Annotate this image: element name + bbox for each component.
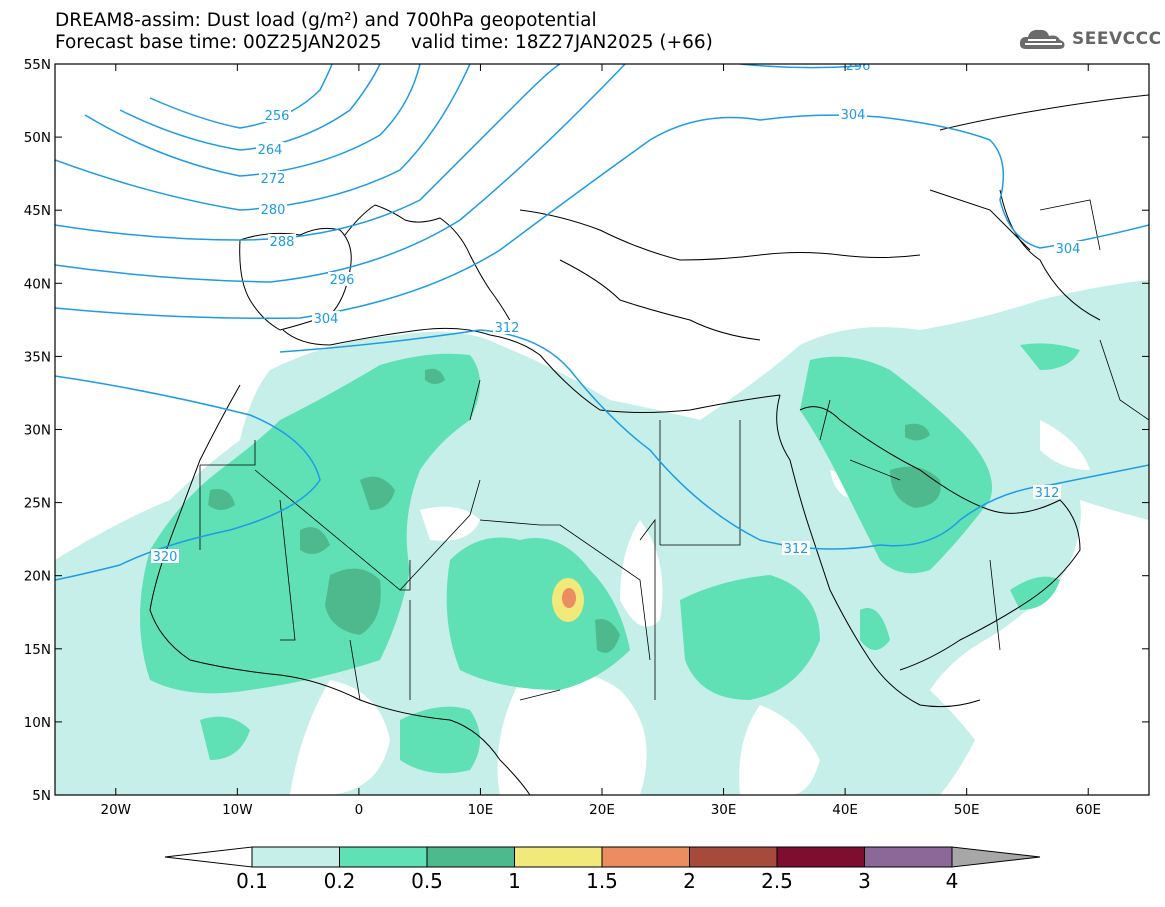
colorbar-label: 2 xyxy=(683,869,696,893)
longitude-axis: 20W 10W 0 10E 20E 30E 40E 50E 60E xyxy=(101,64,1101,818)
contour-label-288: 288 xyxy=(270,235,295,250)
contour-label-264: 264 xyxy=(258,143,283,158)
colorbar-label: 2.5 xyxy=(761,869,793,893)
base-time-label: Forecast base time: 00Z25JAN2025 xyxy=(55,32,382,53)
latitude-axis: 55N 50N 45N 40N 35N 30N 25N 20N 15N 10N 5N xyxy=(24,57,1149,804)
colorbar-label: 1.5 xyxy=(586,869,618,893)
colorbar-label: 3 xyxy=(858,869,871,893)
contour-label-312-mid: 312 xyxy=(784,542,809,557)
colorbar-low-triangle xyxy=(164,846,253,868)
colorbar-segment xyxy=(864,846,953,868)
contour-label-304-west: 304 xyxy=(314,312,339,327)
contour-label-312-east: 312 xyxy=(1035,486,1060,501)
lon-tick-label: 40E xyxy=(832,802,858,818)
colorbar-segment xyxy=(251,846,340,868)
colorbar-segment xyxy=(776,846,865,868)
lat-tick-label: 45N xyxy=(24,203,51,219)
lat-tick-label: 10N xyxy=(24,715,51,731)
cloud-logo-icon xyxy=(1019,29,1065,49)
colorbar-label: 0.5 xyxy=(411,869,443,893)
lat-tick-label: 15N xyxy=(24,642,51,658)
colorbar-high-triangle xyxy=(951,846,1041,868)
contour-label-312-north: 312 xyxy=(495,321,520,336)
colorbar-label: 1 xyxy=(508,869,521,893)
lon-tick-label: 10E xyxy=(468,802,494,818)
valid-time-label: valid time: 18Z27JAN2025 (+66) xyxy=(410,32,713,53)
dust-layer-0.5 xyxy=(208,368,941,653)
title-block: DREAM8-assim: Dust load (g/m²) and 700hP… xyxy=(55,10,1055,54)
colorbar-segment xyxy=(339,846,428,868)
lat-tick-label: 35N xyxy=(24,349,51,365)
map-area: 256 264 272 280 288 296 304 312 320 304 … xyxy=(55,59,1149,795)
lat-tick-label: 55N xyxy=(24,57,51,73)
contour-label-296: 296 xyxy=(330,273,355,288)
lon-tick-label: 10W xyxy=(222,802,253,818)
lon-tick-label: 30E xyxy=(711,802,737,818)
contour-label-304-east: 304 xyxy=(1056,242,1081,257)
contour-label-304-north: 304 xyxy=(841,108,866,123)
dust-layer-0.2 xyxy=(140,343,1080,774)
lat-tick-label: 50N xyxy=(24,130,51,146)
contour-label-256: 256 xyxy=(265,109,290,124)
lat-tick-label: 20N xyxy=(24,569,51,585)
dust-layer-1 xyxy=(552,578,584,622)
colorbar-label: 0.2 xyxy=(324,869,356,893)
colorbar-segment xyxy=(601,846,690,868)
contour-labels: 256 264 272 280 288 296 304 312 320 304 … xyxy=(151,59,1082,565)
lon-tick-label: 0 xyxy=(355,802,364,818)
colorbar-segment xyxy=(514,846,603,868)
lon-tick-label: 60E xyxy=(1075,802,1101,818)
colorbar: 0.1 0.2 0.5 1 1.5 2 2.5 3 4 xyxy=(164,846,1041,893)
title-line-1: DREAM8-assim: Dust load (g/m²) and 700hP… xyxy=(55,10,597,31)
contour-label-296-top: 296 xyxy=(846,59,871,74)
contour-label-272: 272 xyxy=(261,172,286,187)
country-borders xyxy=(199,199,1149,701)
colorbar-segment xyxy=(689,846,778,868)
lat-tick-label: 30N xyxy=(24,423,51,439)
lon-tick-label: 50E xyxy=(954,802,980,818)
lat-tick-label: 5N xyxy=(32,788,51,804)
lon-tick-label: 20W xyxy=(101,802,132,818)
contour-label-320: 320 xyxy=(153,550,178,565)
colorbar-label: 0.1 xyxy=(236,869,268,893)
colorbar-label: 4 xyxy=(946,869,959,893)
colorbar-segment xyxy=(426,846,515,868)
title-line-2: Forecast base time: 00Z25JAN2025 valid t… xyxy=(55,32,1055,54)
contour-label-280: 280 xyxy=(261,203,286,218)
coastlines xyxy=(149,94,1149,795)
seevccc-logo: SEEVCCC xyxy=(1018,24,1162,54)
lat-tick-label: 40N xyxy=(24,276,51,292)
lat-tick-label: 25N xyxy=(24,496,51,512)
logo-text: SEEVCCC xyxy=(1072,29,1162,49)
lon-tick-label: 20E xyxy=(589,802,615,818)
